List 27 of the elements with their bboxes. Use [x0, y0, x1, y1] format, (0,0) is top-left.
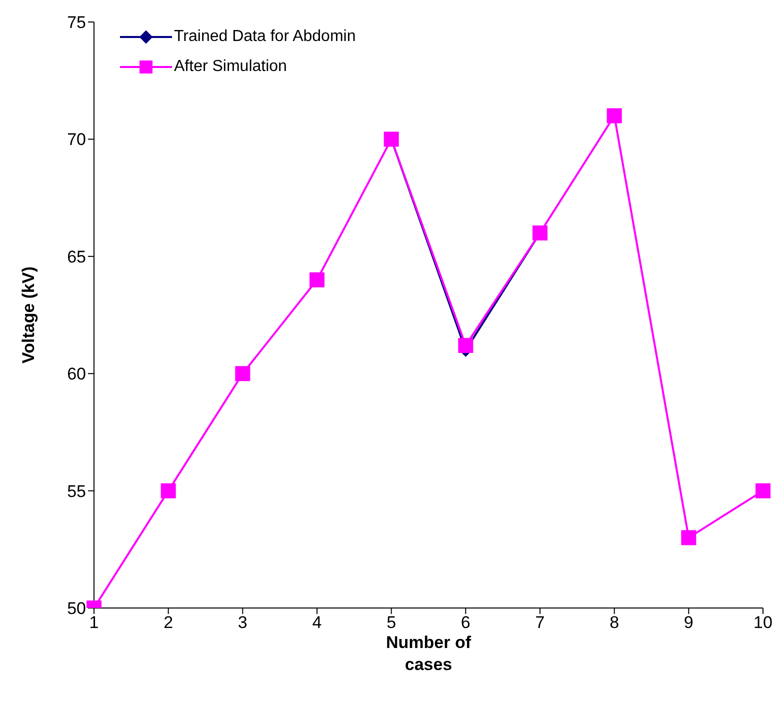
- legend-label: Trained Data for Abdomin: [174, 28, 356, 46]
- point: [160, 483, 176, 498]
- x-tick-label: 10: [754, 613, 772, 632]
- legend-label: After Simulation: [174, 58, 287, 76]
- x-tick-label: 1: [89, 613, 99, 632]
- y-tick-label: 50: [67, 599, 86, 618]
- x-tick-label: 4: [312, 613, 322, 632]
- y-tick-label: 60: [67, 364, 86, 384]
- x-tick-label: 7: [535, 613, 545, 632]
- y-tick-label: 75: [67, 13, 86, 32]
- x-axis-title: Number of cases: [386, 633, 472, 674]
- point: [235, 366, 250, 382]
- x-tick-label: 5: [386, 613, 396, 632]
- point: [756, 483, 770, 498]
- y-axis-title: Voltage (kV): [19, 266, 38, 364]
- y-tick-label: 55: [67, 482, 86, 501]
- y-tick-label: 65: [67, 247, 86, 266]
- x-tick-label: 8: [610, 613, 620, 632]
- y-tick-label: 70: [67, 130, 86, 150]
- point: [458, 338, 474, 353]
- point: [681, 530, 696, 546]
- x-tick-label: 3: [238, 613, 248, 632]
- x-tick-label: 9: [684, 613, 694, 632]
- point: [310, 272, 324, 288]
- x-tick-label: 6: [460, 613, 470, 632]
- x-tick-label: 2: [164, 613, 174, 632]
- point: [606, 108, 622, 124]
